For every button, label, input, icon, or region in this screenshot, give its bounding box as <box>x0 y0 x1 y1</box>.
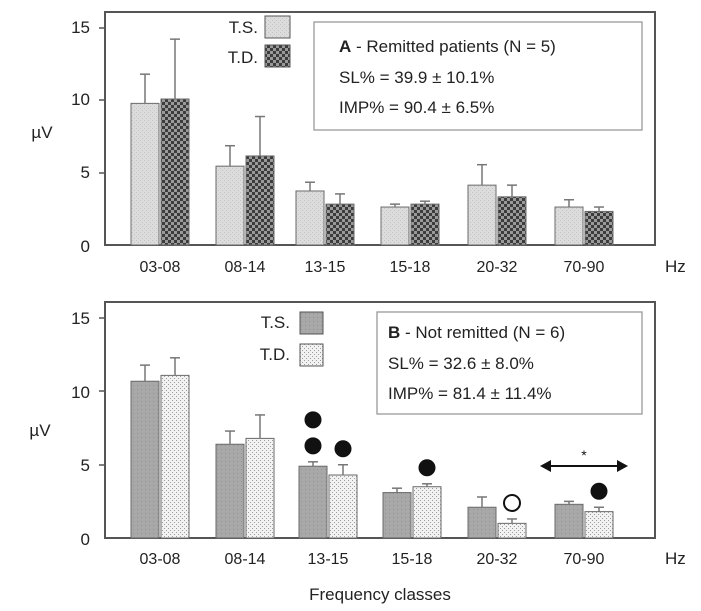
panel-b-annotation-title: B - Not remitted (N = 6) <box>388 323 565 342</box>
panel-b-bars <box>130 357 614 539</box>
panel-a-bar-td-0 <box>160 98 190 246</box>
panel-b-legend-ts-label: T.S. <box>261 313 290 332</box>
panel-a-bar-td-5 <box>584 210 614 246</box>
panel-a-legend-ts-swatch <box>264 15 291 39</box>
panel-a-plot-frame <box>104 11 656 246</box>
panel-b-marker-3-0 <box>503 493 521 512</box>
panel-b-annotation-box: B - Not remitted (N = 6) SL% = 32.6 ± 8.… <box>376 311 643 415</box>
panel-b-xtick-1: 08-14 <box>225 551 266 568</box>
panel-b-bar-td-4 <box>497 522 527 539</box>
panel-b-ylabel: µV <box>29 421 51 440</box>
panel-a-xtick-2: 13-15 <box>305 259 346 276</box>
panel-a-xaxis: 03-08 08-14 13-15 15-18 20-32 70-90 Hz <box>140 257 686 276</box>
panel-b-xaxis: 03-08 08-14 13-15 15-18 20-32 70-90 Hz F… <box>140 549 686 604</box>
panel-a-ytick-10: 10 <box>71 90 90 109</box>
panel-a-ytick-0: 0 <box>81 237 90 256</box>
panel-b-xtick-2: 13-15 <box>308 551 349 568</box>
panel-a-bar-td-2 <box>325 203 355 246</box>
panel-b-markers: * <box>304 411 628 512</box>
panel-a-legend: T.S. T.D. <box>228 15 291 68</box>
panel-a-legend-td-label: T.D. <box>228 48 258 67</box>
panel-a-ylabel: µV <box>31 123 53 142</box>
panel-b-marker-0-0 <box>304 437 322 455</box>
panel-a-bar-ts-1 <box>215 165 245 246</box>
panel-a-bar-ts-2 <box>295 190 325 246</box>
panel-b-xtick-0: 03-08 <box>140 551 181 568</box>
panel-b-annotation-title-text: - Not remitted (N = 6) <box>400 323 565 342</box>
panel-b-annotation-imp: IMP% = 81.4 ± 11.4% <box>388 384 552 403</box>
panel-b-marker-2-0 <box>418 459 436 477</box>
panel-a-xtick-0: 03-08 <box>140 259 181 276</box>
panel-a-annotation-sl: SL% = 39.9 ± 10.1% <box>339 68 494 87</box>
panel-b-ytick-10: 10 <box>71 383 90 402</box>
panel-b-bar-td-1 <box>245 437 275 539</box>
panel-b-annotation-frame <box>376 311 643 415</box>
panel-a-ytick-15: 15 <box>71 18 90 37</box>
panel-a-bar-td-4 <box>497 196 527 246</box>
panel-b-xtick-5: 70-90 <box>564 551 605 568</box>
panel-a-bar-ts-4 <box>467 184 497 246</box>
panel-a-bars <box>130 38 614 246</box>
panel-b-bar-td-0 <box>160 374 190 539</box>
panel-a-annotation-letter: A <box>339 37 351 56</box>
panel-b-xtick-3: 15-18 <box>392 551 433 568</box>
panel-a-xtick-4: 20-32 <box>477 259 518 276</box>
panel-a-legend-td-swatch <box>264 44 291 68</box>
panel-a-annotation-title: A - Remitted patients (N = 5) <box>339 37 556 56</box>
panel-a-xtick-5: 70-90 <box>564 259 605 276</box>
panel-b-annotation-sl: SL% = 32.6 ± 8.0% <box>388 354 534 373</box>
panel-a-legend-ts-label: T.S. <box>229 18 258 37</box>
panel-b-comparison-arrow-left <box>540 460 551 472</box>
panel-b-bar-td-3 <box>412 486 442 539</box>
panel-b-bar-ts-0 <box>130 380 160 539</box>
panel-b-legend: T.S. T.D. <box>260 311 324 367</box>
panel-a-xtick-1: 08-14 <box>225 259 266 276</box>
panel-a-annotation-frame <box>313 21 643 131</box>
panel-a-bar-td-1 <box>245 155 275 246</box>
panel-a-bar-td-3 <box>410 203 440 246</box>
panel-b-bar-td-2 <box>328 474 358 539</box>
panel-b-bar-ts-4 <box>467 506 497 539</box>
panel-b-xtick-4: 20-32 <box>477 551 518 568</box>
panel-b-plot-frame <box>104 301 656 539</box>
panel-a-xtick-3: 15-18 <box>390 259 431 276</box>
panel-b-yaxis: 15 10 5 0 µV <box>29 309 105 549</box>
panel-a-annotation-box: A - Remitted patients (N = 5) SL% = 39.9… <box>313 21 643 131</box>
panel-b-marker-0-1 <box>304 411 322 429</box>
panel-b-comparison-arrow-right <box>617 460 628 472</box>
panel-a-annotation-imp: IMP% = 90.4 ± 6.5% <box>339 98 494 117</box>
panel-b-comparison-symbol: * <box>581 447 587 463</box>
panel-b-xlabel: Frequency classes <box>309 585 451 604</box>
panel-b-annotation-letter: B <box>388 323 400 342</box>
panel-b-legend-td-swatch <box>299 343 324 367</box>
panel-b-ytick-15: 15 <box>71 309 90 328</box>
panel-a-xunit: Hz <box>665 257 686 276</box>
panel-a-ytick-5: 5 <box>81 163 90 182</box>
panel-b-bar-ts-1 <box>215 443 245 539</box>
panel-b-bar-ts-3 <box>382 492 412 539</box>
panel-b-legend-ts-swatch <box>299 311 324 335</box>
panel-a-annotation-title-text: - Remitted patients (N = 5) <box>351 37 556 56</box>
panel-b-bar-ts-5 <box>554 503 584 539</box>
panel-a-bar-ts-0 <box>130 102 160 246</box>
panel-a-bar-ts-3 <box>380 206 410 246</box>
panel-b-bar-td-5 <box>584 511 614 539</box>
panel-b-ytick-0: 0 <box>81 530 90 549</box>
panel-b-bar-ts-2 <box>298 465 328 539</box>
panel-b-xunit: Hz <box>665 549 686 568</box>
panel-b-marker-4-0 <box>590 482 608 500</box>
panel-b-ytick-5: 5 <box>81 456 90 475</box>
panel-b-marker-1-0 <box>334 440 352 458</box>
panel-a-yaxis: 15 10 5 0 µV <box>31 18 105 256</box>
panel-b-chart: * 15 10 5 0 µV 03-08 08-14 13-15 15-18 2… <box>29 301 686 604</box>
panel-a-chart: 15 10 5 0 µV 03-08 08-14 13-15 15-18 20-… <box>31 11 686 276</box>
panel-a-bar-ts-5 <box>554 206 584 246</box>
panel-b-legend-td-label: T.D. <box>260 345 290 364</box>
